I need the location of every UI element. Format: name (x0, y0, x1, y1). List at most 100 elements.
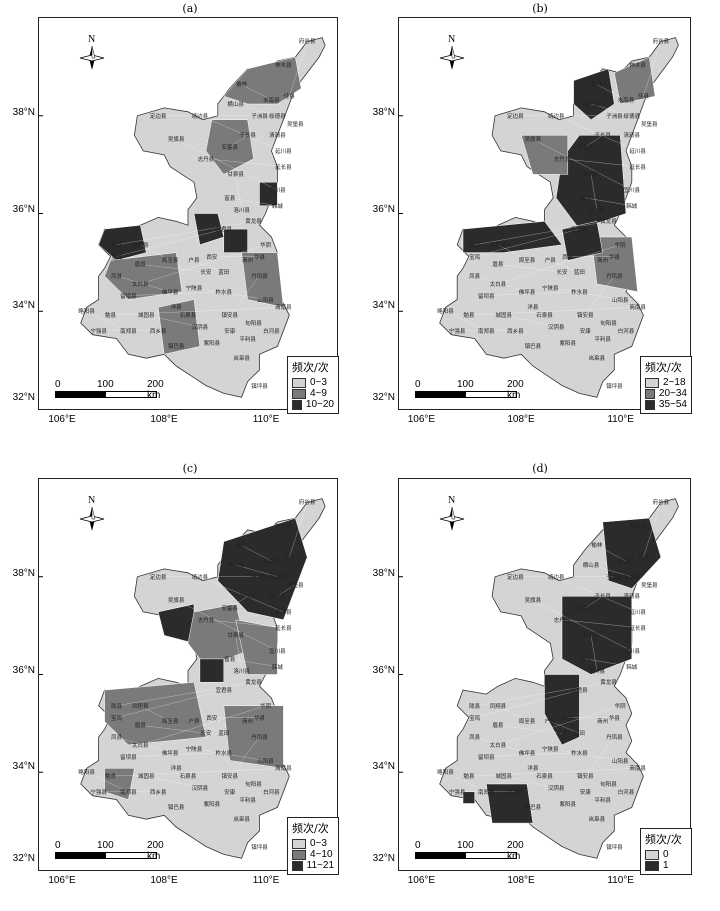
legend-swatch (292, 849, 306, 860)
county-boundary (229, 135, 248, 148)
county-label: 府谷县 (652, 500, 670, 507)
county-label: 韩城 (271, 203, 283, 210)
map-panel-a: 府谷县 神木县 榆林 佳县 横山县 米脂县 子洲县 绥德县 吴堡县 定边县 靖边县 清涧县 子长县 延川县… (38, 17, 339, 414)
county-label: 宜川县 (623, 649, 641, 656)
county-label: 汉阴县 (547, 324, 565, 331)
county-label: 华县 (608, 715, 620, 722)
county-label: 华阴 (614, 703, 626, 710)
county-boundary (468, 307, 638, 316)
county-label: 宝鸡 (469, 715, 481, 722)
county-label: 安康 (579, 789, 591, 796)
county-boundary (550, 748, 621, 761)
county-boundary (556, 576, 638, 613)
county-boundary (497, 705, 621, 746)
county-label: 眉县 (134, 262, 146, 269)
county-region (223, 705, 284, 769)
county-label: 横山县 (582, 563, 600, 570)
county-label: 子长县 (239, 133, 256, 140)
county-boundary (503, 314, 557, 328)
county-boundary (116, 689, 224, 718)
county-label: 镇坪县 (606, 844, 623, 851)
legend-entry: 4~9 (292, 388, 334, 399)
choropleth-map (399, 37, 679, 398)
county-label: 洋县 (527, 305, 539, 312)
county-label: 吴旗县 (167, 598, 185, 605)
county-label: 韩城 (626, 664, 638, 671)
county-label: 陇县 (110, 703, 122, 710)
county-boundary (241, 545, 272, 562)
county-label: 榆林 (236, 543, 248, 550)
county-boundary (503, 775, 557, 789)
county-boundary (229, 197, 278, 206)
county-label: 户县 (544, 719, 556, 726)
north-arrow-icon: N (435, 34, 469, 76)
county-boundary (550, 260, 580, 273)
latitude-label: 36°N (12, 203, 35, 215)
county-boundary (146, 775, 200, 789)
county-label: 山阳县 (611, 758, 629, 765)
legend-entry: 0~3 (292, 838, 334, 849)
county-label: 凤县 (469, 735, 481, 742)
county-region (157, 299, 201, 355)
county-boundary (474, 275, 528, 292)
county-label: 榆林 (591, 543, 603, 550)
county-label: 神木县 (629, 523, 646, 530)
county-label: 华阴 (259, 703, 271, 710)
county-label: 陇县 (469, 242, 481, 249)
county-label: 宜川县 (623, 188, 641, 195)
county-boundary (474, 689, 580, 718)
county-boundary (205, 619, 284, 628)
longitude-label: 110°E (607, 875, 634, 886)
county-label: 子洲县 (606, 113, 623, 120)
county-label: 清涧县 (269, 133, 286, 140)
scale-tick-label: 200 km (147, 840, 164, 862)
county-label: 靖边县 (191, 574, 209, 581)
county-label: 丹凤县 (251, 735, 268, 742)
county-label: 山阳县 (257, 758, 274, 765)
legend-range: 0 (663, 849, 669, 860)
county-label: 留坝县 (478, 754, 495, 761)
county-label: 石泉县 (179, 774, 197, 781)
county-label: 户县 (188, 719, 200, 726)
county-label: 宁强县 (90, 789, 107, 796)
county-boundary (116, 736, 171, 753)
county-label: 太白县 (132, 742, 149, 749)
county-boundary (497, 264, 562, 273)
county-label: 神木县 (629, 62, 646, 69)
legend-swatch (645, 399, 655, 410)
county-label: 紫阳县 (203, 801, 221, 808)
panel-label: (b) (532, 2, 548, 15)
county-boundary (199, 115, 284, 152)
county-label: 岚皋县 (588, 356, 606, 363)
county-label: 子长县 (594, 133, 611, 140)
county-boundary (140, 264, 206, 273)
county-label: 岚皋县 (588, 817, 606, 824)
county-label: 凤翔县 (489, 703, 507, 710)
county-boundary (497, 244, 528, 261)
county-label: 太白县 (489, 281, 507, 288)
county-label: 略阳县 (437, 770, 454, 777)
county-region (573, 68, 615, 121)
choropleth-map (39, 498, 326, 859)
county-label: 吴堡县 (287, 121, 304, 128)
county-boundary (229, 658, 278, 667)
county-label: 紫阳县 (559, 801, 577, 808)
county-label: 米脂县 (617, 559, 635, 566)
county-boundary (585, 135, 603, 148)
legend: 频次/次 0~3 4~9 10~20 (287, 356, 339, 414)
county-label: 志丹县 (553, 617, 571, 624)
county-boundary (468, 768, 638, 777)
county-boundary (110, 307, 284, 316)
county-label: 吴堡县 (287, 582, 304, 589)
county-label: 旬阳县 (245, 320, 262, 327)
legend: 频次/次 2~18 20~34 35~54 (640, 356, 692, 414)
county-label: 安塞县 (576, 606, 594, 613)
legend-swatch (645, 849, 659, 860)
county-label: 汉阴县 (191, 324, 209, 331)
county-label: 商州 (597, 719, 609, 726)
county-label: 绥德县 (269, 113, 286, 120)
county-label: 黄龙县 (245, 219, 262, 226)
county-label: 西安 (206, 715, 218, 722)
choropleth-map (39, 37, 326, 398)
county-label: 白河县 (617, 328, 635, 335)
